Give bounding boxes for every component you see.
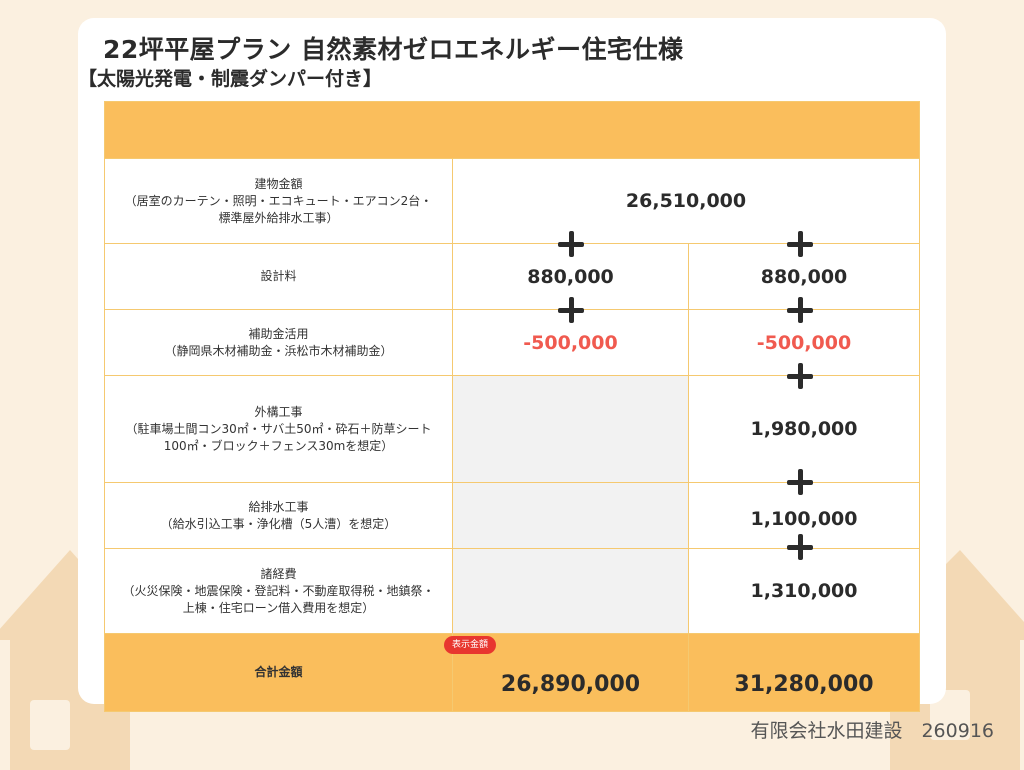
plus-icon (787, 363, 813, 389)
row-label-misc-expenses: 諸経費 （火災保険・地震保険・登記料・不動産取得税・地鎮祭・上棟・住宅ローン借入… (105, 549, 453, 634)
building-cost-value: 26,510,000 (453, 159, 920, 244)
row-label-text: 建物金額 （居室のカーテン・照明・エコキュート・エアコン2台・標準屋外給排水工事… (119, 176, 438, 227)
row-label-design-fee: 設計料 (105, 244, 453, 310)
table-row: 外構工事 （駐車場土間コン30㎡・サバ土50㎡・砕石＋防草シート100㎡・ブロッ… (105, 376, 920, 483)
row-label-exterior: 外構工事 （駐車場土間コン30㎡・サバ土50㎡・砕石＋防草シート100㎡・ブロッ… (105, 376, 453, 483)
row-label-building-cost: 建物金額 （居室のカーテン・照明・エコキュート・エアコン2台・標準屋外給排水工事… (105, 159, 453, 244)
display-price-badge: 表示金額 (444, 636, 496, 654)
plus-icon (787, 231, 813, 257)
row-label-text: 補助金活用 （静岡県木材補助金・浜松市木材補助金） (119, 326, 438, 360)
row-label-subsidy: 補助金活用 （静岡県木材補助金・浜松市木材補助金） (105, 310, 453, 376)
exterior-plan-a-empty (453, 376, 689, 483)
total-row: 合計金額 26,890,000 31,280,000 (105, 634, 920, 712)
company-footer: 有限会社水田建設 260916 (750, 716, 994, 743)
plus-icon (787, 534, 813, 560)
plus-icon (558, 297, 584, 323)
row-label-text: 給排水工事 （給水引込工事・浄化槽（5人漕）を想定） (119, 499, 438, 533)
misc-plan-b: 1,310,000 (689, 549, 920, 634)
plan-cost-table: 建物金額 （居室のカーテン・照明・エコキュート・エアコン2台・標準屋外給排水工事… (104, 101, 920, 712)
misc-plan-a-empty (453, 549, 689, 634)
total-label: 合計金額 (105, 634, 453, 712)
exterior-plan-b: 1,980,000 (689, 376, 920, 483)
table-row: 諸経費 （火災保険・地震保険・登記料・不動産取得税・地鎮祭・上棟・住宅ローン借入… (105, 549, 920, 634)
page-subtitle: 【太陽光発電・制震ダンパー付き】 (78, 64, 382, 91)
plus-icon (787, 469, 813, 495)
total-plan-b: 31,280,000 (689, 634, 920, 712)
row-label-text: 外構工事 （駐車場土間コン30㎡・サバ土50㎡・砕石＋防草シート100㎡・ブロッ… (119, 404, 438, 455)
table-header-row (105, 102, 920, 159)
table-header-band (105, 102, 920, 159)
row-label-plumbing: 給排水工事 （給水引込工事・浄化槽（5人漕）を想定） (105, 483, 453, 549)
plus-icon (787, 297, 813, 323)
plumbing-plan-a-empty (453, 483, 689, 549)
row-label-text: 諸経費 （火災保険・地震保険・登記料・不動産取得税・地鎮祭・上棟・住宅ローン借入… (119, 566, 438, 617)
page-title: 22坪平屋プラン 自然素材ゼロエネルギー住宅仕様 (103, 30, 684, 66)
plus-icon (558, 231, 584, 257)
